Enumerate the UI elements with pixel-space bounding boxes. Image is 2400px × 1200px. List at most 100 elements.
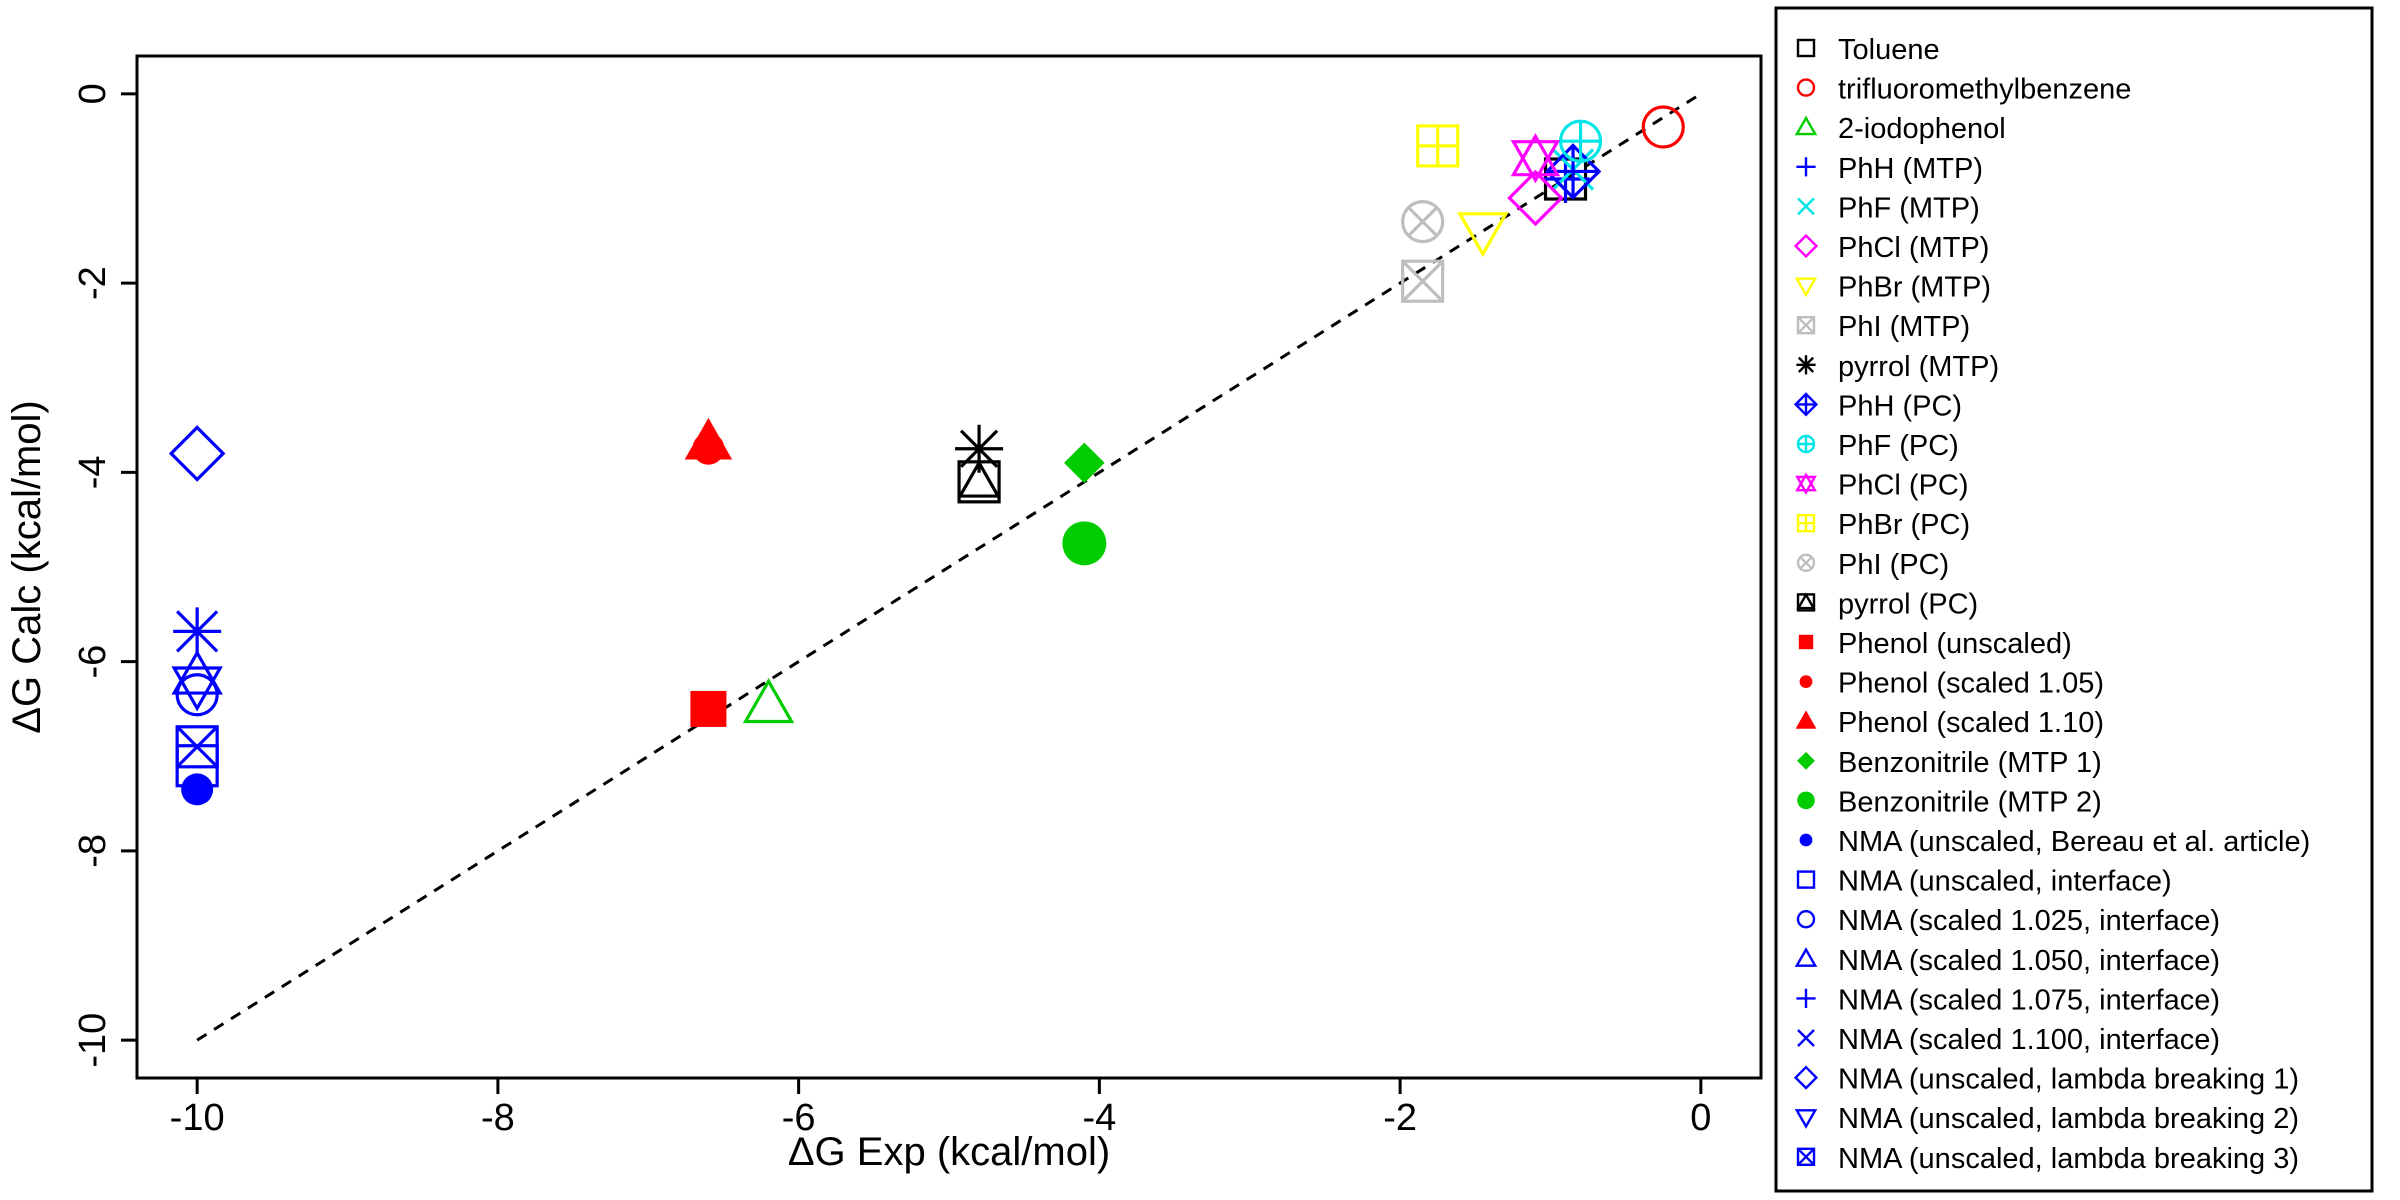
legend-item-phf-pc: PhF (PC) xyxy=(1796,430,1959,462)
legend-label: PhBr (MTP) xyxy=(1838,272,1991,304)
point-nma-scaled-1-100-interface xyxy=(176,610,219,653)
legend-marker xyxy=(1797,1029,1815,1047)
legend-marker xyxy=(1796,553,1816,572)
legend-marker xyxy=(1796,157,1816,177)
data-points xyxy=(168,105,1685,806)
point-phbr-mtp xyxy=(1457,212,1509,258)
legend-label: pyrrol (MTP) xyxy=(1838,351,1999,383)
legend-label: Benzonitrile (MTP 1) xyxy=(1838,747,2102,779)
legend-label: Toluene xyxy=(1838,34,1940,66)
point-phcl-pc xyxy=(1510,132,1561,184)
legend-item-nma-scaled-1-100-interface: NMA (scaled 1.100, interface) xyxy=(1797,1024,2220,1056)
legend-marker xyxy=(1799,675,1813,688)
point-phbr-pc xyxy=(1416,124,1460,168)
legend-item-pyrrol-pc: pyrrol (PC) xyxy=(1796,588,1978,620)
point-trifluoromethylbenzene xyxy=(1641,105,1685,149)
legend-label: PhBr (PC) xyxy=(1838,509,1970,541)
x-tick-label: -10 xyxy=(170,1097,225,1139)
legend-label: NMA (unscaled, lambda breaking 3) xyxy=(1838,1143,2299,1175)
y-tick-label: -2 xyxy=(72,266,114,300)
legend-marker xyxy=(1794,947,1818,967)
point-pyrrol-pc xyxy=(957,459,1001,504)
legend-marker xyxy=(1793,392,1819,417)
legend-label: PhF (PC) xyxy=(1838,430,1959,462)
legend-item-toluene: Toluene xyxy=(1796,34,1940,66)
x-tick-label: -4 xyxy=(1082,1097,1116,1139)
legend-marker xyxy=(1796,592,1816,612)
legend-marker xyxy=(1797,791,1815,810)
point-nma-unscaled-bereau-et-al-article xyxy=(181,773,214,806)
legend-item-phenol-scaled-1-10: Phenol (scaled 1.10) xyxy=(1795,707,2104,739)
legend-marker xyxy=(1795,472,1817,495)
x-tick-label: -8 xyxy=(481,1097,515,1139)
legend-marker xyxy=(1797,751,1815,770)
legend-item-phenol-unscaled: Phenol (unscaled) xyxy=(1798,628,2072,660)
legend-item-benzonitrile-mtp-2: Benzonitrile (MTP 2) xyxy=(1797,786,2102,818)
legend-label: Phenol (scaled 1.05) xyxy=(1838,668,2104,700)
y-axis: -10 -8 -6 -4 -2 0 xyxy=(72,83,137,1068)
y-tick-label: -10 xyxy=(72,1013,114,1068)
legend-label: NMA (unscaled, lambda breaking 1) xyxy=(1838,1064,2299,1096)
legend-label: PhH (PC) xyxy=(1838,390,1962,422)
legend-label: NMA (scaled 1.100, interface) xyxy=(1838,1024,2220,1056)
x-axis-label: ΔG Exp (kcal/mol) xyxy=(788,1130,1110,1174)
point-phi-pc xyxy=(1401,200,1445,244)
legend-label: PhCl (MTP) xyxy=(1838,232,1989,264)
point-nma-scaled-1-050-interface xyxy=(171,649,223,695)
y-axis-label: ΔG Calc (kcal/mol) xyxy=(5,400,49,733)
legend-item-nma-scaled-1-025-interface: NMA (scaled 1.025, interface) xyxy=(1796,905,2220,937)
legend-marker xyxy=(1793,1065,1819,1090)
legend-label: PhH (MTP) xyxy=(1838,153,1983,185)
legend-marker xyxy=(1793,233,1819,259)
legend-label: pyrrol (PC) xyxy=(1838,588,1978,620)
legend-marker xyxy=(1794,115,1818,136)
legend-item-phh-pc: PhH (PC) xyxy=(1793,390,1962,422)
legend-label: NMA (scaled 1.050, interface) xyxy=(1838,945,2220,977)
legend-label: Phenol (unscaled) xyxy=(1838,628,2072,660)
point-nma-unscaled-lambda-breaking-1 xyxy=(168,425,226,482)
legend-label: 2-iodophenol xyxy=(1838,113,2006,145)
x-axis: -10 -8 -6 -4 -2 0 xyxy=(170,1078,1711,1139)
legend-marker xyxy=(1796,1147,1816,1167)
point-nma-scaled-1-025-interface xyxy=(175,673,219,717)
legend-marker xyxy=(1796,78,1816,97)
plot-frame xyxy=(135,54,1763,1080)
legend-item-phi-pc: PhI (PC) xyxy=(1796,549,1949,581)
legend-label: Benzonitrile (MTP 2) xyxy=(1838,786,2102,818)
legend-item-nma-scaled-1-050-interface: NMA (scaled 1.050, interface) xyxy=(1794,945,2220,977)
legend-marker xyxy=(1796,870,1816,889)
legend-label: PhCl (PC) xyxy=(1838,470,1969,502)
y-tick-label: -4 xyxy=(72,455,114,489)
legend-item-trifluoromethylbenzene: trifluoromethylbenzene xyxy=(1796,74,2131,106)
point-phenol-unscaled xyxy=(690,690,727,727)
y-tick-label: -6 xyxy=(72,645,114,679)
legend-frame xyxy=(1774,6,2374,1193)
legend-marker xyxy=(1796,355,1816,375)
legend-label: PhI (PC) xyxy=(1838,549,1949,581)
legend-marker xyxy=(1796,38,1816,58)
legend-item-phi-mtp: PhI (MTP) xyxy=(1796,311,1970,343)
legend-marker xyxy=(1799,833,1813,847)
legend-item-benzonitrile-mtp-1: Benzonitrile (MTP 1) xyxy=(1797,747,2102,779)
legend-label: NMA (scaled 1.025, interface) xyxy=(1838,905,2220,937)
legend-label: NMA (scaled 1.075, interface) xyxy=(1838,984,2220,1016)
legend-item-nma-unscaled-lambda-breaking-1: NMA (unscaled, lambda breaking 1) xyxy=(1793,1064,2299,1096)
point-phf-pc xyxy=(1558,119,1603,163)
legend-marker xyxy=(1796,434,1816,454)
point-phcl-mtp xyxy=(1507,169,1564,227)
x-tick-label: -6 xyxy=(782,1097,816,1139)
point-nma-unscaled-lambda-breaking-2 xyxy=(171,666,223,712)
legend-label: NMA (unscaled, lambda breaking 2) xyxy=(1838,1103,2299,1135)
legend-label: PhI (MTP) xyxy=(1838,311,1970,343)
x-tick-label: -2 xyxy=(1383,1097,1417,1139)
legend-marker xyxy=(1794,277,1818,298)
legend-marker xyxy=(1795,710,1817,729)
legend-label: NMA (unscaled, interface) xyxy=(1838,866,2172,898)
legend-item-phf-mtp: PhF (MTP) xyxy=(1797,192,1980,224)
legend-marker xyxy=(1796,910,1816,929)
point-nma-unscaled-lambda-breaking-3 xyxy=(175,725,219,769)
legend-marker xyxy=(1796,988,1816,1008)
legend-item-phbr-pc: PhBr (PC) xyxy=(1796,509,1970,541)
y-tick-label: 0 xyxy=(72,83,114,104)
y-tick-label: -8 xyxy=(72,834,114,868)
